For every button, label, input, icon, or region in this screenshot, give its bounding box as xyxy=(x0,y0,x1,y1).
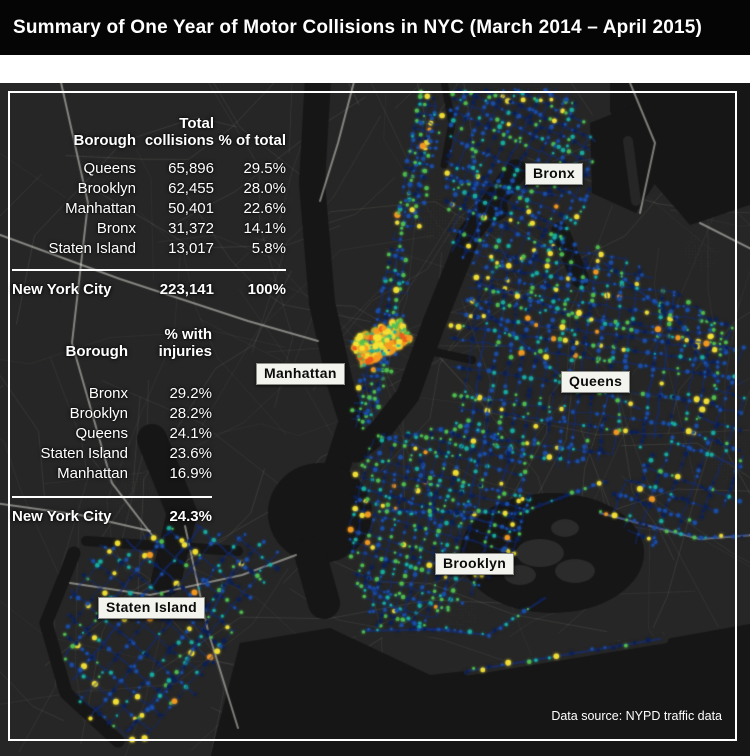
cell-pct: 24.1% xyxy=(169,425,212,442)
table-row: Bronx 31,372 14.1% xyxy=(12,219,286,239)
cell-total: 50,401 xyxy=(168,200,214,217)
col-header-borough: Borough xyxy=(65,343,128,360)
cell-pct: 23.6% xyxy=(169,445,212,462)
map-label-manhattan: Manhattan xyxy=(256,363,345,385)
table-separator xyxy=(12,496,212,498)
data-source-note: Data source: NYPD traffic data xyxy=(551,709,722,723)
table-row: Manhattan 16.9% xyxy=(12,464,212,484)
cell-pct: 29.5% xyxy=(243,160,286,177)
cell-borough: New York City xyxy=(12,508,112,525)
table-row: Queens 24.1% xyxy=(12,424,212,444)
table-row: Brooklyn 62,455 28.0% xyxy=(12,179,286,199)
cell-pct: 24.3% xyxy=(169,508,212,525)
cell-total: 223,141 xyxy=(159,281,214,298)
cell-borough: New York City xyxy=(12,281,112,298)
cell-total: 13,017 xyxy=(168,240,214,257)
map-label-brooklyn: Brooklyn xyxy=(435,553,515,575)
title-bar: Summary of One Year of Motor Collisions … xyxy=(0,0,750,55)
cell-borough: Staten Island xyxy=(48,240,136,257)
table-row: Manhattan 50,401 22.6% xyxy=(12,199,286,219)
table-row: Staten Island 23.6% xyxy=(12,444,212,464)
cell-pct: 100% xyxy=(247,281,286,298)
injuries-table-header: Borough % with injuries xyxy=(12,316,212,360)
col-header-pct-of-total: % of total xyxy=(218,132,287,149)
cell-borough: Bronx xyxy=(96,220,136,237)
injuries-table: Borough % with injuries Bronx 29.2% Broo… xyxy=(12,316,212,527)
col-header-borough: Borough xyxy=(73,132,136,149)
cell-pct: 14.1% xyxy=(243,220,286,237)
header-divider xyxy=(0,55,750,83)
cell-pct: 22.6% xyxy=(243,200,286,217)
cell-pct: 29.2% xyxy=(169,385,212,402)
table-row: Brooklyn 28.2% xyxy=(12,404,212,424)
cell-pct: 5.8% xyxy=(251,240,286,257)
table-row: Staten Island 13,017 5.8% xyxy=(12,239,286,259)
injuries-table-total-row: New York City 24.3% xyxy=(12,507,212,527)
cell-borough: Bronx xyxy=(88,385,128,402)
col-header-pct-with-injuries: % with injuries xyxy=(158,326,212,360)
col-header-total-collisions: Total collisions xyxy=(144,115,214,149)
cell-pct: 16.9% xyxy=(169,465,212,482)
cell-borough: Queens xyxy=(75,425,128,442)
collisions-table-header: Borough Total collisions % of total xyxy=(12,103,286,149)
table-separator xyxy=(12,269,286,271)
map-label-staten-island: Staten Island xyxy=(98,597,206,619)
page-title: Summary of One Year of Motor Collisions … xyxy=(13,16,703,38)
collisions-table: Borough Total collisions % of total Quee… xyxy=(12,103,286,300)
cell-borough: Queens xyxy=(83,160,136,177)
collisions-table-total-row: New York City 223,141 100% xyxy=(12,280,286,300)
cell-borough: Manhattan xyxy=(57,465,128,482)
cell-borough: Manhattan xyxy=(65,200,136,217)
cell-total: 62,455 xyxy=(168,180,214,197)
cell-borough: Brooklyn xyxy=(77,180,136,197)
map-label-bronx: Bronx xyxy=(525,163,583,185)
cell-borough: Brooklyn xyxy=(69,405,128,422)
collision-heatmap-canvas xyxy=(0,83,750,756)
cell-total: 65,896 xyxy=(168,160,214,177)
cell-total: 31,372 xyxy=(168,220,214,237)
table-row: Bronx 29.2% xyxy=(12,384,212,404)
table-row: Queens 65,896 29.5% xyxy=(12,159,286,179)
map-panel: Borough Total collisions % of total Quee… xyxy=(0,83,750,756)
cell-pct: 28.2% xyxy=(169,405,212,422)
cell-pct: 28.0% xyxy=(243,180,286,197)
map-label-queens: Queens xyxy=(561,371,631,393)
cell-borough: Staten Island xyxy=(40,445,128,462)
